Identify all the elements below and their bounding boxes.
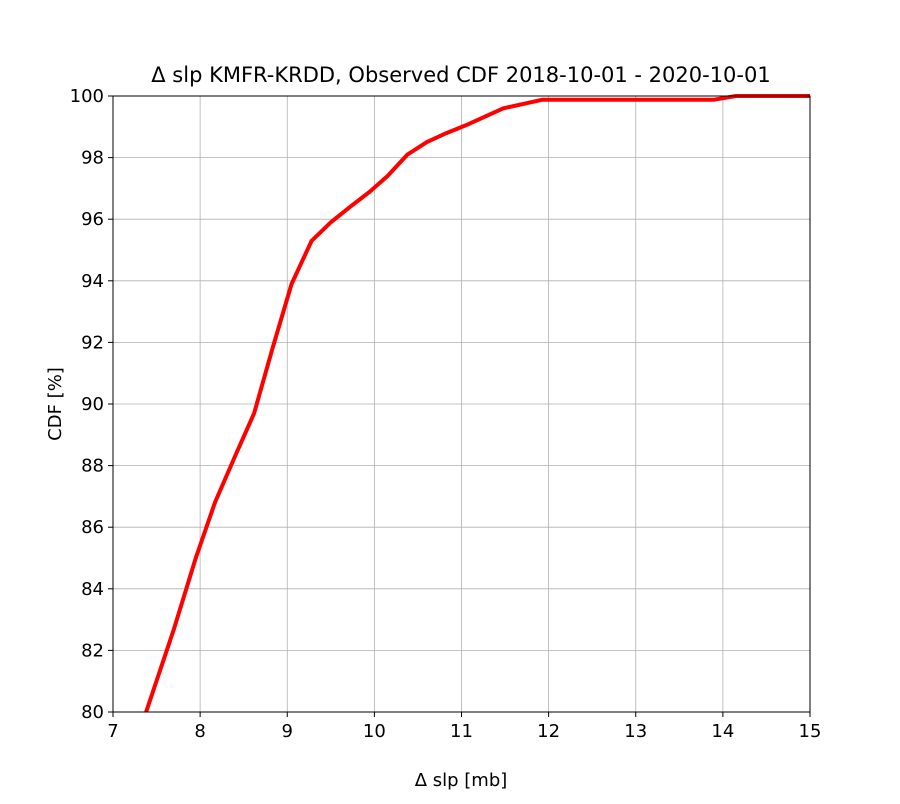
y-tick-label: 82 [81,640,104,661]
y-tick-label: 94 [81,271,104,292]
y-tick-label: 86 [81,517,104,538]
x-tick-label: 7 [107,721,118,742]
y-tick-label: 84 [81,579,104,600]
x-tick-label: 11 [450,721,473,742]
chart-title: Δ slp KMFR-KRDD, Observed CDF 2018-10-01… [151,63,770,87]
y-axis-title: CDF [%] [45,367,66,441]
y-tick-label: 80 [81,702,104,723]
y-tick-label: 98 [81,148,104,169]
x-axis-title: Δ slp [mb] [415,770,508,791]
y-tick-label: 96 [81,209,104,230]
y-tick-label: 88 [81,456,104,477]
x-tick-label: 15 [799,721,822,742]
y-tick-label: 100 [70,86,104,107]
grid [112,95,811,713]
x-tick-label: 13 [624,721,647,742]
x-tick-label: 14 [711,721,734,742]
x-tick-label: 10 [363,721,386,742]
x-tick-label: 8 [194,721,205,742]
axis-ticks: 7 8 9 10 11 12 13 14 15 80 82 84 86 88 90 92 94 96 98 100 [70,86,822,742]
plot-data [144,94,810,712]
x-tick-label: 12 [537,721,560,742]
cdf-series-line [144,94,810,712]
y-tick-label: 90 [81,394,104,415]
x-tick-label: 9 [282,721,293,742]
y-tick-label: 92 [81,332,104,353]
